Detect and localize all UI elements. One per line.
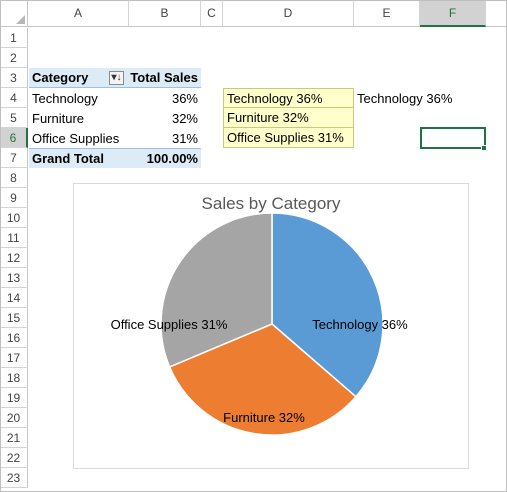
select-all-corner[interactable] [0, 0, 28, 27]
pivot-header-category[interactable]: Category ▾↓ [29, 68, 129, 88]
row-header-13[interactable]: 13 [0, 268, 28, 288]
filter-dropdown-icon[interactable]: ▾↓ [109, 70, 124, 85]
pie-slice-office-supplies[interactable] [160, 212, 273, 368]
row-header-18[interactable]: 18 [0, 368, 28, 388]
row-header-9[interactable]: 9 [0, 188, 28, 208]
column-header-filler [486, 0, 507, 27]
pivot-row-value[interactable]: 31% [171, 130, 198, 146]
row-header-2[interactable]: 2 [0, 48, 28, 68]
pie-chart[interactable]: Sales by Category Technology 36% Furnitur… [73, 183, 469, 469]
row-header-15[interactable]: 15 [0, 308, 28, 328]
label-cell-e4[interactable]: Technology 36% [357, 90, 453, 106]
pivot-row-category[interactable]: Office Supplies [32, 130, 120, 146]
label-cell-d6[interactable]: Office Supplies 31% [223, 128, 354, 148]
row-header-22[interactable]: 22 [0, 448, 28, 468]
data-label-furniture[interactable]: Furniture 32% [223, 410, 305, 425]
data-label-office-supplies[interactable]: Office Supplies 31% [111, 317, 228, 332]
active-cell-f6[interactable] [420, 127, 486, 149]
pivot-header-category-label: Category [32, 70, 89, 85]
row-header-17[interactable]: 17 [0, 348, 28, 368]
row-header-23[interactable]: 23 [0, 468, 28, 488]
row-header-6[interactable]: 6 [0, 128, 28, 148]
row-header-7[interactable]: 7 [0, 148, 28, 168]
pivot-row-value[interactable]: 36% [171, 90, 198, 106]
column-header-d[interactable]: D [223, 0, 354, 27]
grand-total-value[interactable]: 100.00% [129, 148, 201, 168]
column-header-e[interactable]: E [354, 0, 420, 27]
pie-slice-furniture[interactable] [168, 323, 357, 436]
fill-handle[interactable] [481, 145, 487, 151]
row-header-11[interactable]: 11 [0, 228, 28, 248]
column-header-b[interactable]: B [129, 0, 201, 27]
column-header-a[interactable]: A [28, 0, 129, 27]
label-cell-d5[interactable]: Furniture 32% [223, 108, 354, 128]
chart-title[interactable]: Sales by Category [201, 194, 341, 213]
row-header-5[interactable]: 5 [0, 108, 28, 128]
column-header-c[interactable]: C [201, 0, 223, 27]
grand-total-label[interactable]: Grand Total [29, 148, 129, 168]
column-header-f[interactable]: F [420, 0, 486, 27]
pie-chart-plot: Technology 36% Furniture 32% Office Suppli… [111, 212, 408, 436]
row-header-8[interactable]: 8 [0, 168, 28, 188]
row-header-1[interactable]: 1 [0, 28, 28, 48]
row-header-4[interactable]: 4 [0, 88, 28, 108]
data-label-technology[interactable]: Technology 36% [312, 317, 408, 332]
pie-slice-technology[interactable] [271, 212, 384, 398]
row-header-19[interactable]: 19 [0, 388, 28, 408]
pivot-row-category[interactable]: Technology [32, 90, 98, 106]
row-header-10[interactable]: 10 [0, 208, 28, 228]
row-header-12[interactable]: 12 [0, 248, 28, 268]
pivot-header-total[interactable]: Total Sales [129, 68, 201, 88]
pivot-row-value[interactable]: 32% [171, 110, 198, 126]
row-header-14[interactable]: 14 [0, 288, 28, 308]
row-header-21[interactable]: 21 [0, 428, 28, 448]
row-header-20[interactable]: 20 [0, 408, 28, 428]
label-cell-d4[interactable]: Technology 36% [223, 88, 354, 108]
row-header-3[interactable]: 3 [0, 68, 28, 88]
row-header-16[interactable]: 16 [0, 328, 28, 348]
pivot-row-category[interactable]: Furniture [32, 110, 85, 126]
